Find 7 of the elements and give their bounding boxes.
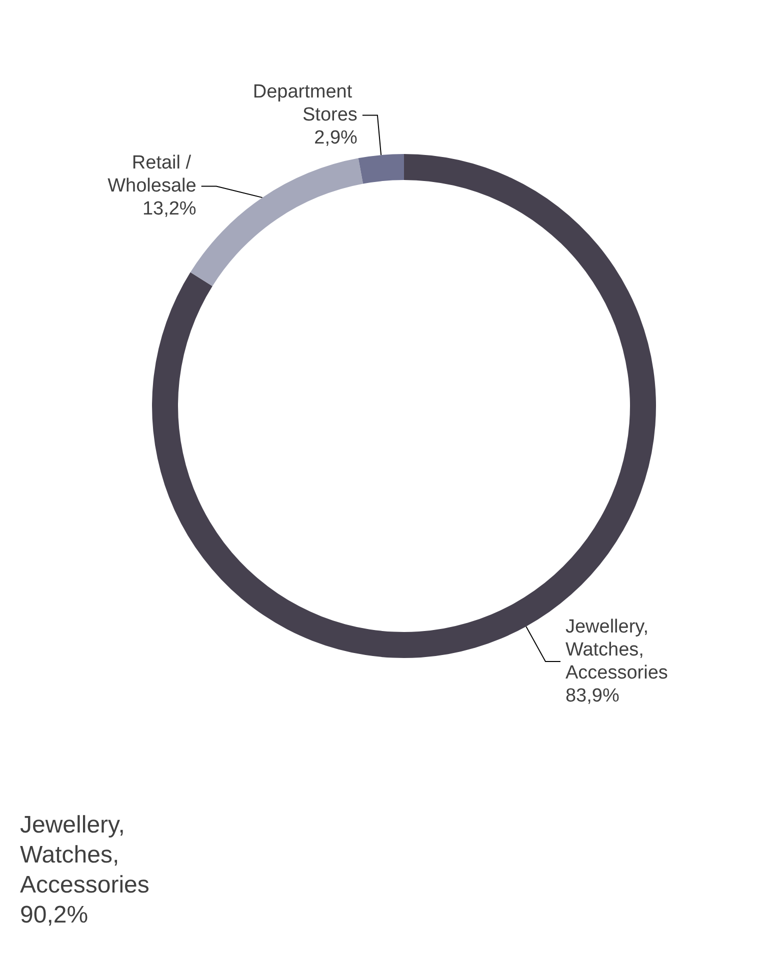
data-label: 83,9%: [565, 685, 620, 706]
slice-label: Retail / Wholesale: [108, 152, 196, 197]
data-label: 2,9%: [314, 128, 358, 149]
text: Jewellery, Watches, Accessories 90,2%: [20, 812, 156, 928]
data-label: 13,2%: [142, 198, 196, 220]
slice-label: Department Stores: [252, 82, 358, 126]
slice-label: Jewellery, Watches, Accessories: [565, 616, 668, 684]
